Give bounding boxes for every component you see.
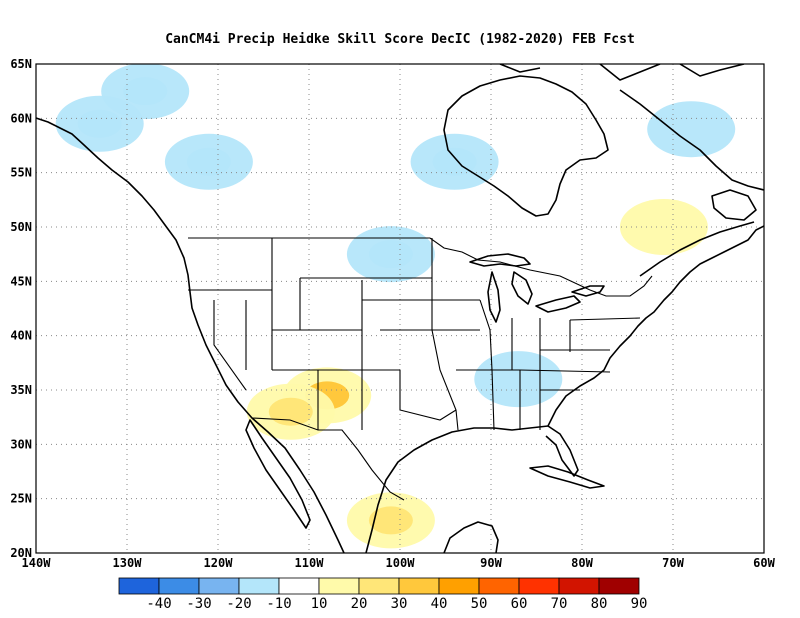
skill-region-core: [186, 147, 231, 176]
lon-tick-label: 120W: [204, 556, 234, 570]
skill-region-core: [77, 109, 122, 138]
skill-region-core: [123, 77, 168, 106]
lat-tick-label: 20N: [10, 546, 32, 560]
skill-region-core: [268, 397, 313, 426]
coastline: [36, 64, 764, 553]
colorbar-swatch: [598, 577, 640, 595]
skill-score-fill: [55, 64, 736, 549]
colorbar-label: -30: [186, 596, 211, 612]
colorbar: -40 -30 -20 -10 10 20 30 40 50 60 70 80 90: [118, 577, 648, 612]
colorbar-label: -40: [146, 596, 171, 612]
colorbar-swatch: [398, 577, 440, 595]
colorbar-label: 70: [551, 596, 568, 612]
figure-title: CanCM4i Precip Heidke Skill Score DecIC …: [165, 32, 635, 47]
colorbar-label: 40: [431, 596, 448, 612]
colorbar-swatch: [478, 577, 520, 595]
colorbar-label: 80: [591, 596, 608, 612]
lon-tick-label: 100W: [386, 556, 416, 570]
skill-region-outer: [474, 351, 563, 408]
map-frame: [35, 63, 765, 554]
colorbar-swatch: [318, 577, 360, 595]
colorbar-swatch: [358, 577, 400, 595]
skill-region-core: [368, 240, 413, 269]
colorbar-swatch: [558, 577, 600, 595]
lat-tick-label: 40N: [10, 329, 32, 343]
political-boundaries: [188, 237, 653, 501]
colorbar-label: 10: [311, 596, 328, 612]
colorbar-swatch: [158, 577, 200, 595]
lon-tick-label: 140W: [22, 556, 52, 570]
colorbar-swatch: [518, 577, 560, 595]
lon-tick-label: 90W: [480, 556, 502, 570]
lon-tick-label: 110W: [295, 556, 325, 570]
lat-tick-label: 60N: [10, 111, 32, 125]
colorbar-label: 50: [471, 596, 488, 612]
lon-tick-label: 80W: [571, 556, 593, 570]
lat-tick-label: 55N: [10, 166, 32, 180]
lat-tick-label: 25N: [10, 492, 32, 506]
skill-region-outer: [619, 199, 708, 255]
lat-tick-label: 50N: [10, 220, 32, 234]
skill-region-core: [368, 506, 413, 535]
colorbar-swatch: [278, 577, 320, 595]
lat-tick-label: 35N: [10, 383, 32, 397]
lon-tick-label: 70W: [662, 556, 684, 570]
lon-tick-label: 60W: [753, 556, 775, 570]
lat-tick-label: 30N: [10, 437, 32, 451]
colorbar-label: 20: [351, 596, 368, 612]
colorbar-swatch: [198, 577, 240, 595]
colorbar-label: 30: [391, 596, 408, 612]
colorbar-swatch: [438, 577, 480, 595]
colorbar-label: 90: [631, 596, 648, 612]
lat-tick-label: 45N: [10, 274, 32, 288]
lon-tick-label: 130W: [113, 556, 143, 570]
longitude-labels: 140W 130W 120W 110W 100W 90W 80W 70W 60W: [22, 556, 776, 570]
colorbar-label: 60: [511, 596, 528, 612]
colorbar-label: -20: [226, 596, 251, 612]
skill-region-outer: [647, 101, 736, 158]
colorbar-label: -10: [266, 596, 291, 612]
lat-tick-label: 65N: [10, 57, 32, 71]
colorbar-swatch: [118, 577, 160, 595]
latitude-labels: 20N 25N 30N 35N 40N 45N 50N 55N 60N 65N: [10, 57, 32, 560]
colorbar-swatch: [238, 577, 280, 595]
